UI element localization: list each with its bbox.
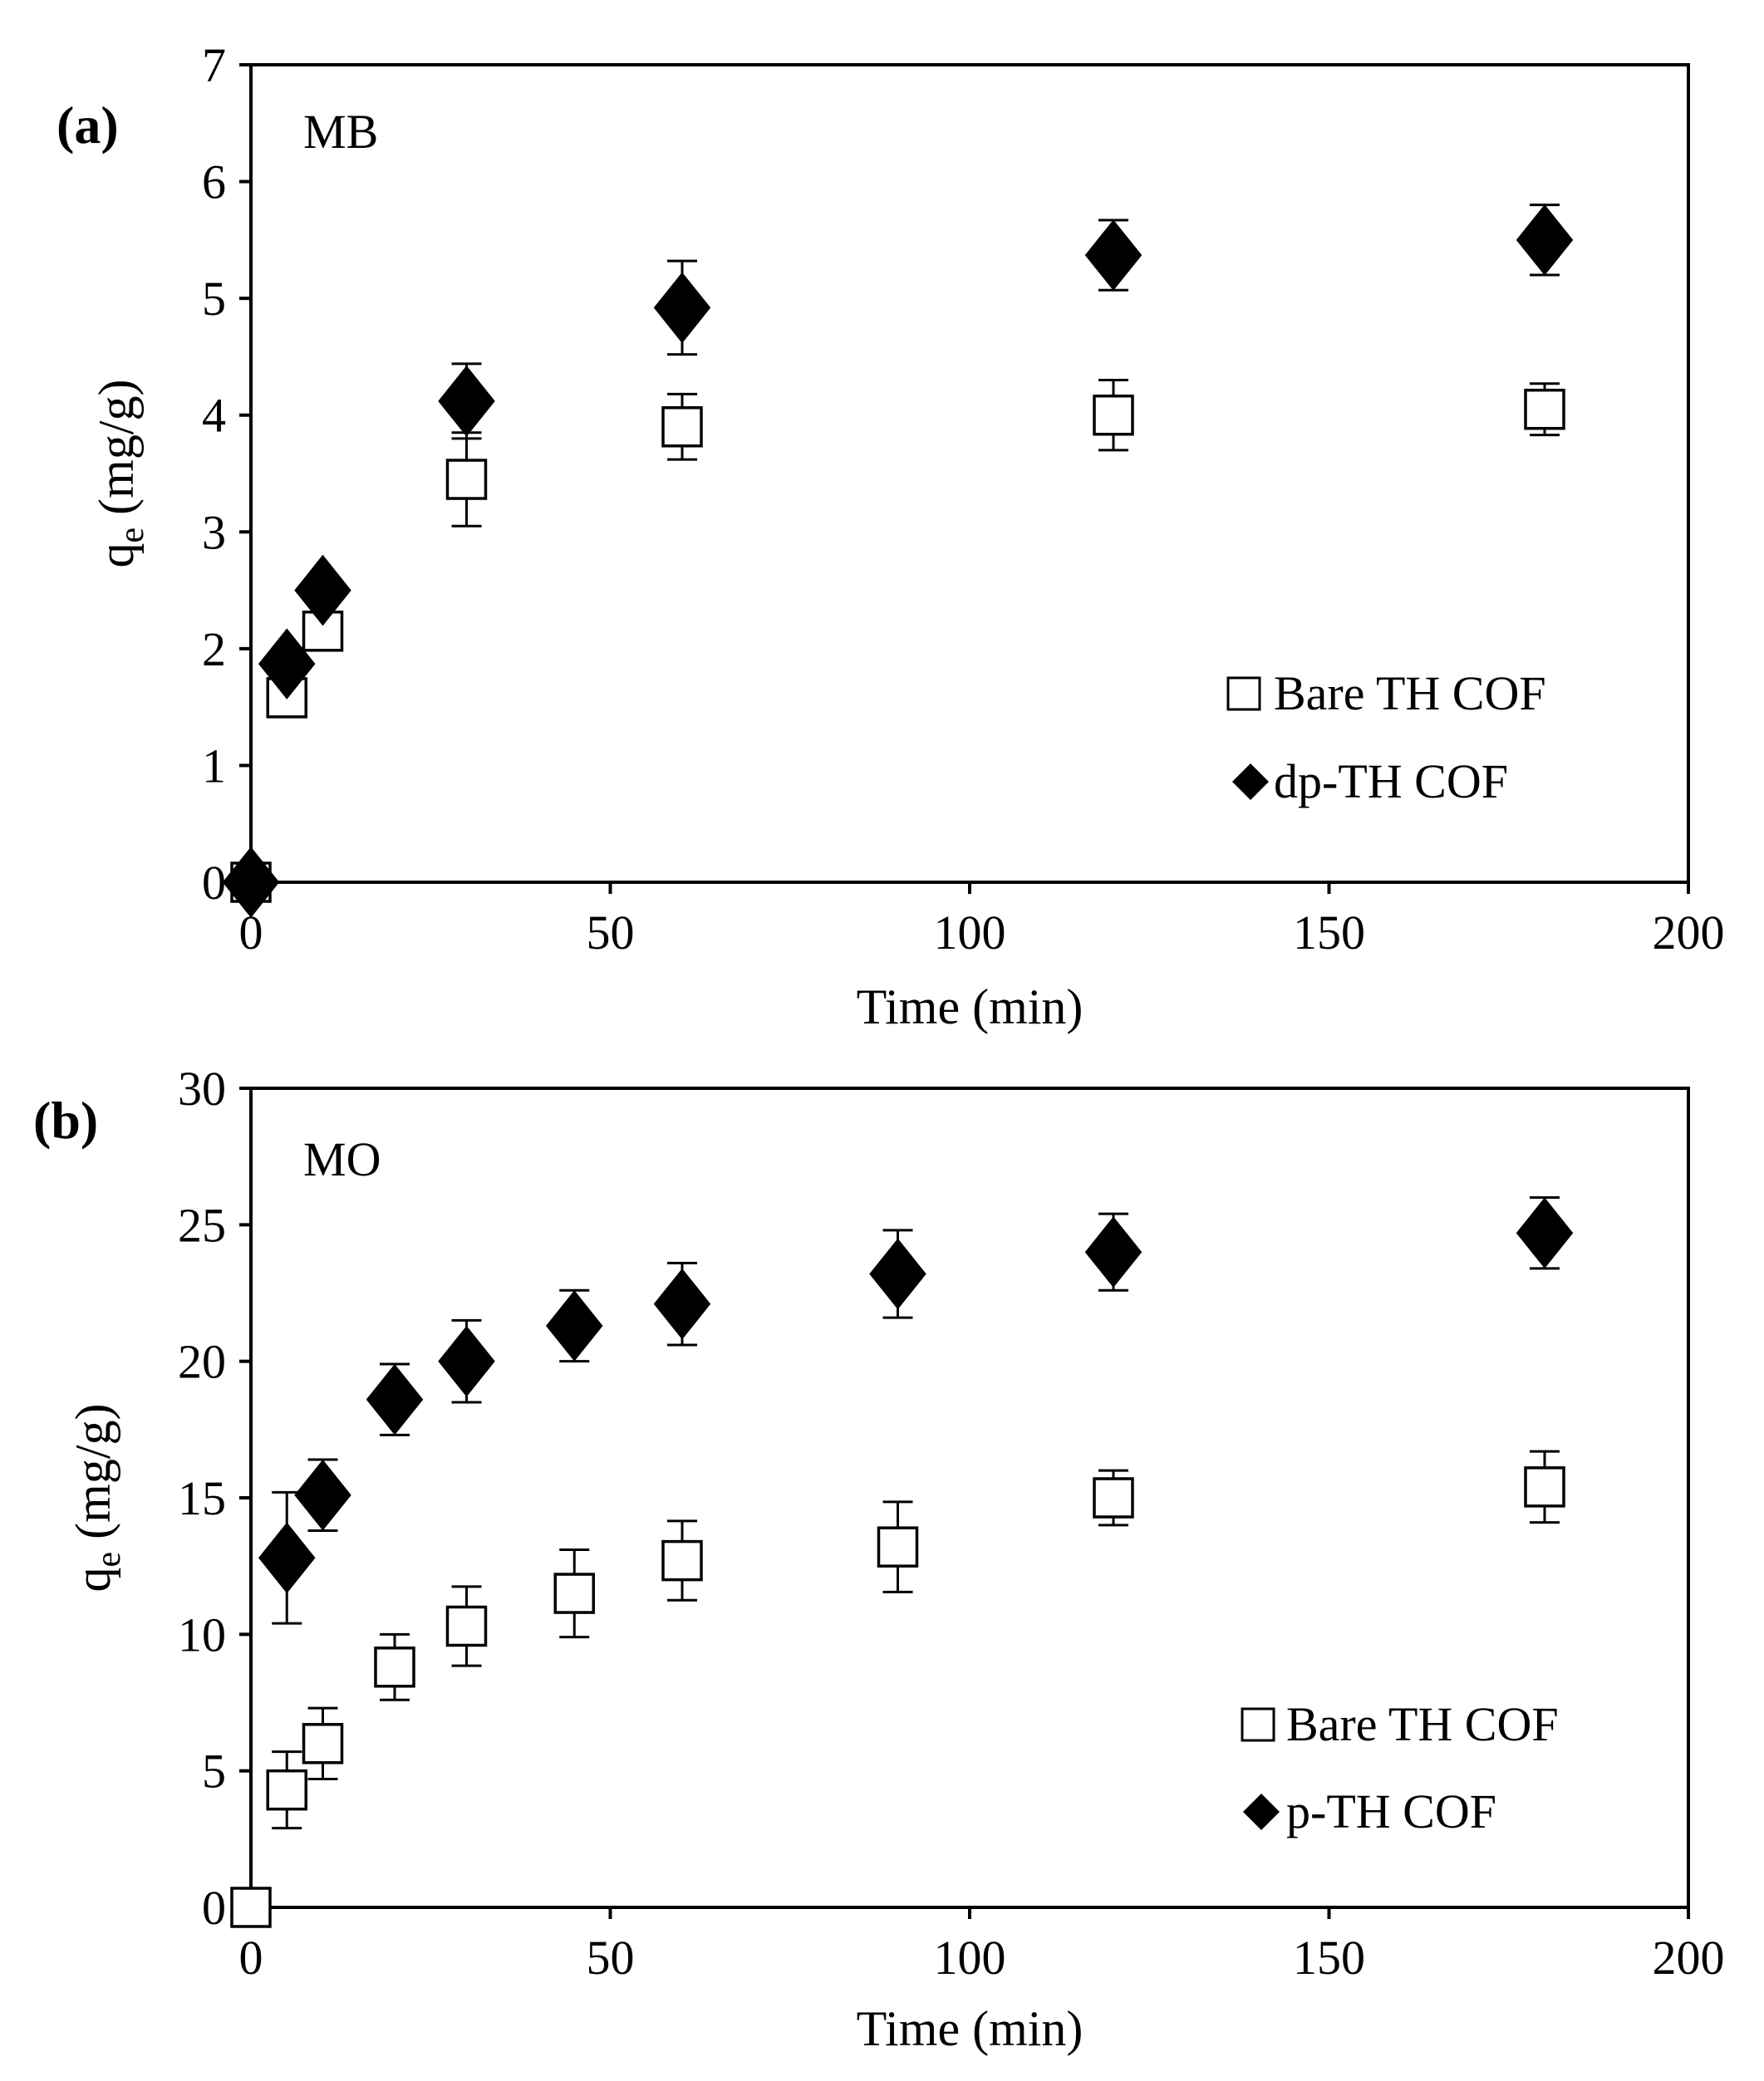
data-point-diamond xyxy=(438,1325,495,1397)
data-point-square xyxy=(1093,394,1134,436)
y-tick-label: 6 xyxy=(202,155,226,209)
data-point-square xyxy=(266,1769,307,1811)
legend-label: dp-TH COF xyxy=(1274,754,1508,808)
y-tick-label: 4 xyxy=(202,389,226,443)
data-point-square xyxy=(1524,388,1565,430)
data-point-diamond xyxy=(438,366,495,437)
y-axis-title-unit: (mg/g) xyxy=(66,1404,120,1552)
y-tick-label: 20 xyxy=(178,1335,226,1389)
series-modified-th-cof xyxy=(258,1195,1574,1625)
x-tick-label: 150 xyxy=(1293,906,1365,960)
panel-label: (b) xyxy=(33,1091,98,1150)
data-point-diamond xyxy=(294,554,351,626)
data-point-diamond xyxy=(1084,219,1142,291)
chart-panel-b: 0 5 10 15 20 25 30 0 50 100 150 200 Time (min) qe (mg… xyxy=(33,1062,1725,2056)
data-point-square xyxy=(553,1573,595,1614)
legend-label: Bare TH COF xyxy=(1286,1697,1559,1751)
data-point-diamond xyxy=(222,847,280,918)
y-tick-label: 0 xyxy=(202,1881,226,1935)
y-axis-title: qe (mg/g) xyxy=(66,1404,128,1593)
data-point-diamond xyxy=(366,1363,424,1436)
data-point-square xyxy=(661,406,703,448)
x-tick-label: 200 xyxy=(1653,906,1725,960)
legend-label: Bare TH COF xyxy=(1274,666,1546,720)
data-point-square xyxy=(661,1539,703,1582)
dye-annotation: MB xyxy=(303,105,378,159)
y-tick-label: 2 xyxy=(202,622,226,676)
series-bare-th-cof xyxy=(230,379,1565,903)
x-tick-label: 100 xyxy=(934,906,1006,960)
y-axis-title-q: q xyxy=(66,1567,120,1592)
data-point-square xyxy=(1093,1477,1134,1519)
y-axis-title-subscript: e xyxy=(113,528,151,543)
data-point-diamond xyxy=(869,1238,926,1310)
y-tick-label: 3 xyxy=(202,505,226,559)
x-axis-title: Time (min) xyxy=(857,2001,1083,2056)
y-tick-label: 1 xyxy=(202,739,226,793)
data-point-diamond xyxy=(546,1290,603,1362)
data-point-square xyxy=(877,1526,919,1568)
x-tick-label: 150 xyxy=(1293,1931,1365,1985)
y-axis-title-unit: (mg/g) xyxy=(89,380,144,528)
x-axis-title: Time (min) xyxy=(857,979,1083,1034)
data-point-diamond xyxy=(258,628,316,699)
x-tick-label: 200 xyxy=(1653,1931,1725,1985)
legend: Bare TH COF dp-TH COF xyxy=(1226,666,1546,808)
data-point-square xyxy=(445,1605,488,1647)
y-tick-label: 25 xyxy=(178,1198,226,1252)
data-point-diamond xyxy=(294,1459,351,1531)
x-tick-label: 0 xyxy=(239,1931,263,1985)
legend-marker-diamond xyxy=(1243,1794,1280,1830)
series-modified-th-cof xyxy=(222,204,1574,918)
y-axis-title: qe (mg/g) xyxy=(89,380,151,568)
data-point-diamond xyxy=(258,1522,316,1594)
data-point-square xyxy=(230,1887,272,1928)
series-bare-th-cof xyxy=(230,1450,1565,1928)
legend-marker-square xyxy=(1241,1707,1275,1742)
data-point-diamond xyxy=(653,272,711,344)
data-point-diamond xyxy=(653,1268,711,1340)
data-point-square xyxy=(302,1723,344,1764)
y-tick-label: 30 xyxy=(178,1062,226,1116)
legend-label: p-TH COF xyxy=(1286,1784,1496,1838)
data-point-diamond xyxy=(1516,1197,1574,1269)
y-axis-title-subscript: e xyxy=(90,1552,128,1568)
panel-label: (a) xyxy=(57,96,119,155)
y-tick-label: 7 xyxy=(202,38,226,92)
dye-annotation: MO xyxy=(303,1132,381,1186)
y-tick-label: 15 xyxy=(178,1471,226,1525)
legend-marker-diamond xyxy=(1232,763,1269,800)
data-point-square xyxy=(445,459,488,500)
y-axis-title-q: q xyxy=(89,542,144,567)
x-tick-label: 50 xyxy=(587,1931,635,1985)
legend-marker-square xyxy=(1226,676,1261,711)
data-point-diamond xyxy=(1084,1216,1142,1288)
data-point-square xyxy=(374,1647,415,1688)
legend: Bare TH COF p-TH COF xyxy=(1241,1697,1559,1838)
x-tick-label: 50 xyxy=(587,906,635,960)
data-point-diamond xyxy=(1516,204,1574,276)
data-point-square xyxy=(1524,1466,1565,1508)
x-tick-label: 100 xyxy=(934,1931,1006,1985)
y-tick-label: 0 xyxy=(202,856,226,910)
y-tick-label: 10 xyxy=(178,1607,226,1661)
y-tick-label: 5 xyxy=(202,1745,226,1799)
y-tick-label: 5 xyxy=(202,272,226,326)
